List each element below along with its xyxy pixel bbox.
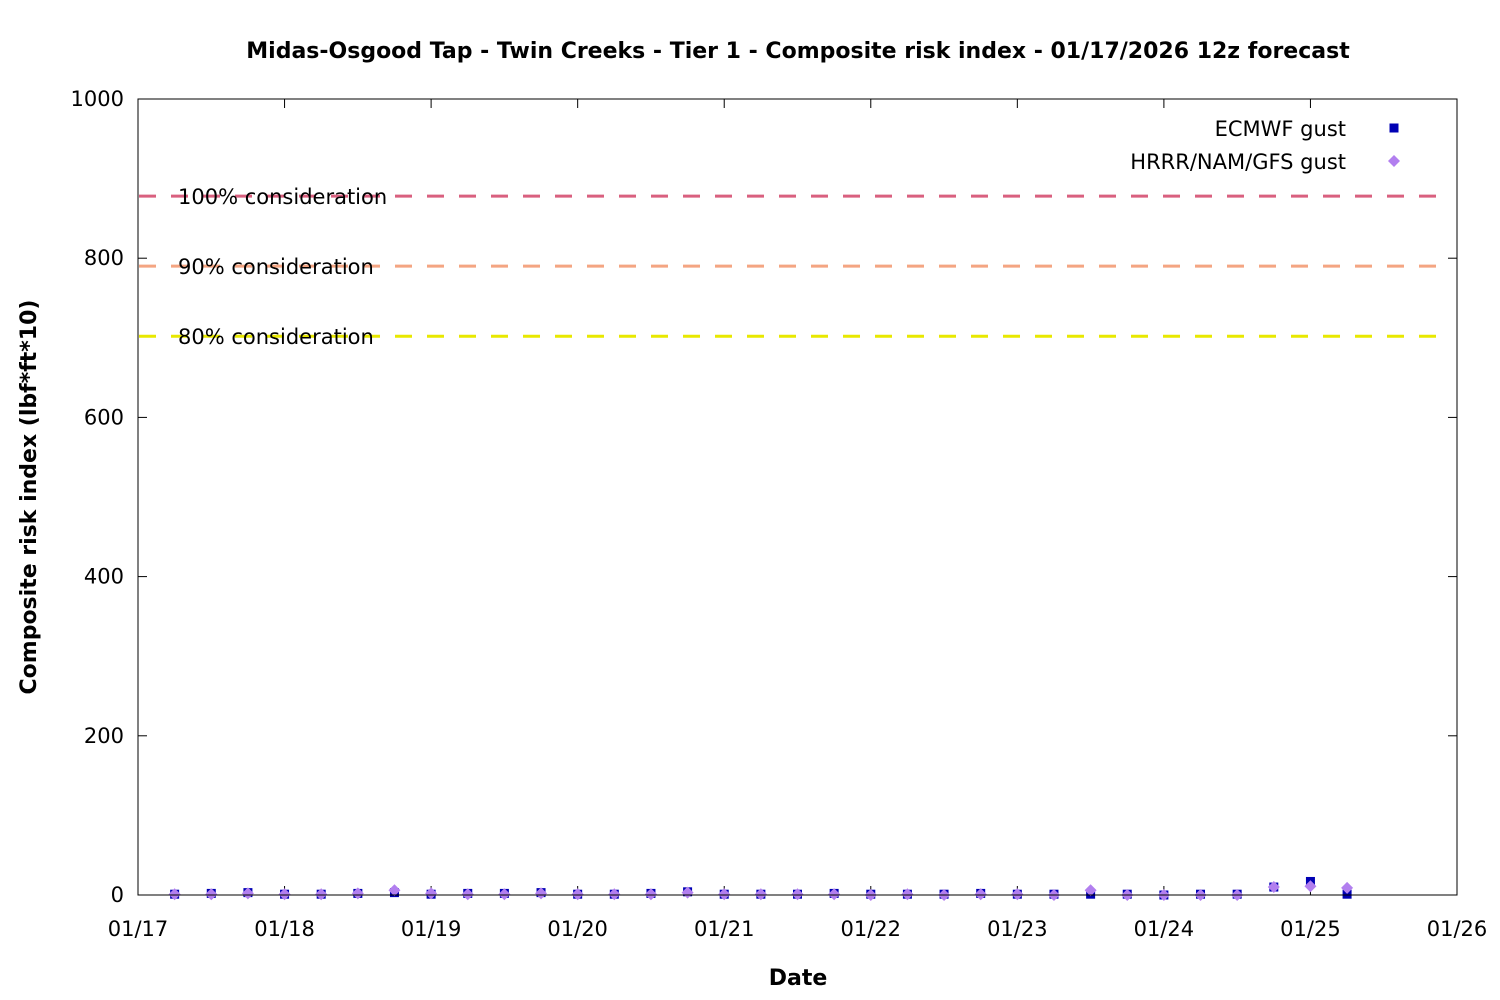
x-tick-label: 01/23 <box>987 917 1048 941</box>
y-tick-label: 0 <box>111 883 124 907</box>
legend-entry-label: HRRR/NAM/GFS gust <box>1130 150 1346 174</box>
hrrr-nam-gfs-gust-point <box>535 887 548 900</box>
x-tick-label: 01/22 <box>841 917 902 941</box>
legend-square-marker <box>1389 123 1399 133</box>
hrrr-nam-gfs-gust-point <box>278 888 291 901</box>
reference-line-label: 80% consideration <box>178 325 374 349</box>
hrrr-nam-gfs-gust-point <box>1011 888 1024 901</box>
axis-ticks: 01/17 01/18 01/19 01/20 01/21 01/22 01/23 01/24… <box>71 87 1488 941</box>
y-axis-label: Composite risk index (lbf*ft*10) <box>17 300 42 695</box>
hrrr-nam-gfs-gust-point <box>205 888 218 901</box>
hrrr-nam-gfs-gust-point <box>718 888 731 901</box>
hrrr-nam-gfs-gust-point <box>498 888 511 901</box>
hrrr-nam-gfs-gust-point <box>974 888 987 901</box>
hrrr-nam-gfs-gust-point <box>425 887 438 900</box>
hrrr-nam-gfs-gust-point <box>388 884 401 897</box>
hrrr-nam-gfs-gust-point <box>461 888 474 901</box>
hrrr-nam-gfs-gust-point <box>315 888 328 901</box>
legend-diamond-marker <box>1388 155 1400 167</box>
hrrr-nam-gfs-gust-point <box>791 888 804 901</box>
reference-lines: 100% consideration 90% consideration 80% c… <box>139 185 1443 349</box>
hrrr-nam-gfs-gust-point <box>351 887 364 900</box>
hrrr-nam-gfs-gust-point <box>168 888 181 901</box>
ecmwf-gust-point <box>1342 889 1352 899</box>
hrrr-nam-gfs-gust-point <box>571 888 584 901</box>
y-tick-label: 200 <box>84 724 124 748</box>
x-tick-label: 01/24 <box>1134 917 1195 941</box>
x-tick-label: 01/20 <box>547 917 608 941</box>
data-points <box>168 876 1354 901</box>
x-axis-label: Date <box>769 966 828 991</box>
hrrr-nam-gfs-gust-point <box>241 887 254 900</box>
hrrr-nam-gfs-gust-point <box>1304 880 1317 893</box>
x-tick-label: 01/26 <box>1427 917 1488 941</box>
reference-line-label: 100% consideration <box>178 185 387 209</box>
x-tick-label: 01/25 <box>1280 917 1341 941</box>
reference-line-label: 90% consideration <box>178 255 374 279</box>
y-tick-label: 600 <box>84 405 124 429</box>
x-tick-label: 01/19 <box>401 917 462 941</box>
hrrr-nam-gfs-gust-point <box>754 888 767 901</box>
y-tick-label: 800 <box>84 246 124 270</box>
y-tick-label: 1000 <box>71 87 124 111</box>
x-tick-label: 01/21 <box>694 917 755 941</box>
chart-title: Midas-Osgood Tap - Twin Creeks - Tier 1 … <box>246 39 1350 64</box>
hrrr-nam-gfs-gust-point <box>828 888 841 901</box>
hrrr-nam-gfs-gust-point <box>1084 884 1097 897</box>
hrrr-nam-gfs-gust-point <box>901 888 914 901</box>
hrrr-nam-gfs-gust-point <box>608 888 621 901</box>
legend-entry-label: ECMWF gust <box>1215 117 1346 141</box>
hrrr-nam-gfs-gust-point <box>1267 881 1280 894</box>
legend: ECMWF gust HRRR/NAM/GFS gust <box>1130 117 1400 174</box>
x-tick-label: 01/17 <box>108 917 169 941</box>
plot-area-frame <box>137 98 1458 896</box>
hrrr-nam-gfs-gust-point <box>644 888 657 901</box>
hrrr-nam-gfs-gust-point <box>681 886 694 899</box>
hrrr-nam-gfs-gust-point <box>1341 881 1354 894</box>
x-tick-label: 01/18 <box>254 917 315 941</box>
y-tick-label: 400 <box>84 565 124 589</box>
